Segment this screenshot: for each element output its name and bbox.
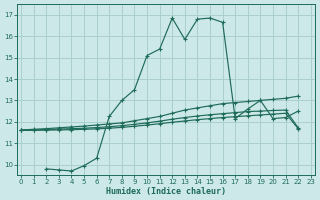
X-axis label: Humidex (Indice chaleur): Humidex (Indice chaleur) — [106, 187, 226, 196]
